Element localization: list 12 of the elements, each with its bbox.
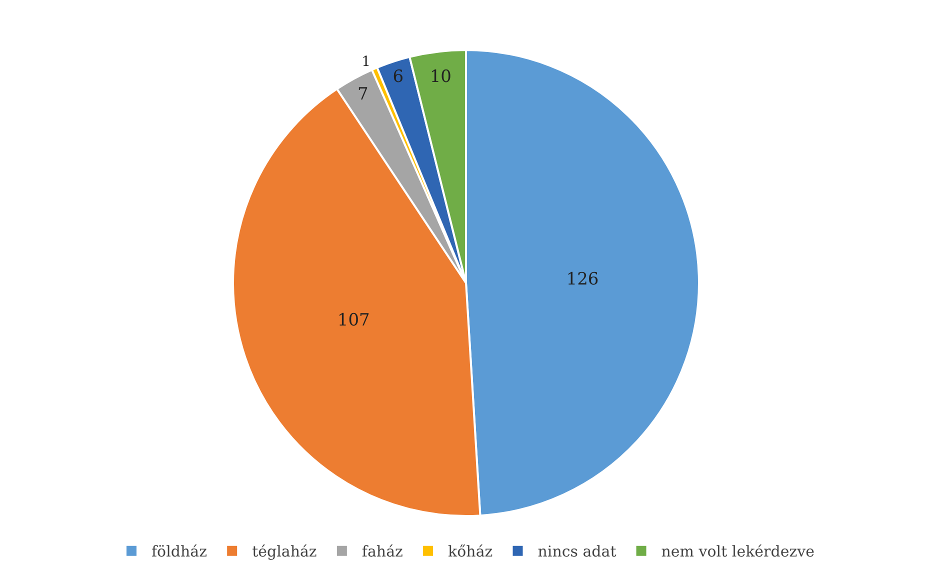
legend-label: faház	[362, 542, 404, 561]
legend-label: földház	[152, 542, 208, 561]
legend-label: nincs adat	[538, 542, 616, 561]
data-label: 126	[566, 269, 599, 290]
legend-label: téglaház	[252, 542, 317, 561]
legend-label: kőház	[448, 542, 493, 561]
data-label: 6	[392, 66, 404, 87]
legend-label: nem volt lekérdezve	[661, 542, 815, 561]
data-label: 107	[337, 310, 370, 331]
data-label: 1	[362, 54, 371, 70]
data-label: 7	[357, 84, 368, 105]
data-label: 10	[430, 66, 452, 87]
